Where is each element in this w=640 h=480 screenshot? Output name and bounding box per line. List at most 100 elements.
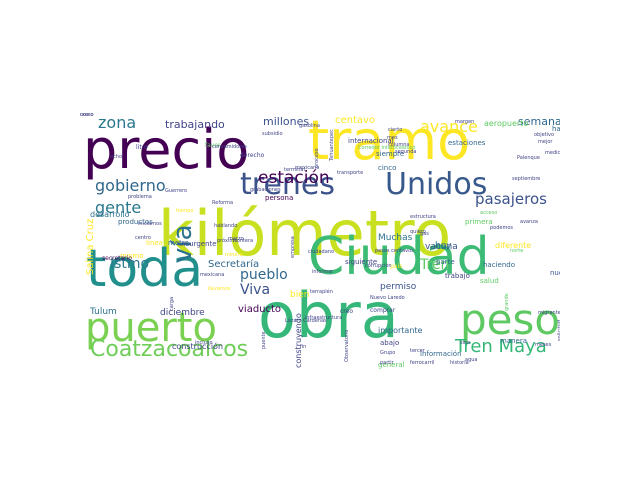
word-cloud-word: litro [136, 144, 148, 151]
word-cloud-word: Lázaro Cárdenas [285, 318, 327, 324]
word-cloud-word: marzo [228, 236, 244, 242]
word-cloud-word: quiero [410, 229, 426, 235]
word-cloud-word: proceso [314, 148, 320, 168]
word-cloud-word: pesos centavos [375, 248, 414, 254]
word-cloud-word: medicina [545, 150, 560, 156]
word-cloud-word: minera [225, 252, 243, 258]
word-cloud-word: ciudadano [308, 249, 335, 255]
word-cloud-word: Observatorio [344, 329, 350, 362]
word-cloud-word: avanza [520, 219, 538, 225]
word-cloud-word: creo [340, 308, 353, 315]
word-cloud-word: puerto [85, 305, 217, 351]
word-cloud-word: centro [135, 235, 151, 241]
word-cloud-word: comprar [370, 307, 396, 314]
word-cloud-word: construcción [172, 342, 224, 351]
word-cloud-word: Istmo [110, 256, 150, 272]
word-cloud-word: vacuna [425, 242, 458, 252]
word-cloud-word: millones [263, 115, 310, 128]
word-cloud-word: toda [86, 239, 204, 299]
word-cloud-word: infraestructura [305, 315, 343, 321]
word-cloud-word: nuevo [550, 269, 560, 277]
word-cloud-word: tiempo [176, 208, 194, 214]
word-cloud-word: pasajeros [475, 190, 547, 208]
word-cloud-word: próximo [217, 238, 238, 244]
word-cloud-word: cinco [378, 164, 397, 172]
word-cloud-word: Nuevo Laredo [370, 295, 405, 301]
word-cloud-word: centavo [335, 115, 376, 126]
word-cloud-word: diferente [495, 241, 532, 250]
word-cloud-word: llevamos [208, 286, 231, 292]
word-cloud-word: importante [378, 326, 423, 335]
word-cloud-word: siempre [376, 150, 405, 158]
word-cloud-word: diciembre [160, 308, 205, 318]
word-cloud-word: norte [510, 248, 524, 254]
word-cloud-word: problema [128, 194, 152, 200]
word-cloud-word: línea [146, 239, 163, 247]
word-cloud-word: acceso [480, 210, 498, 216]
word-cloud-word: derecho [240, 152, 265, 159]
word-cloud-word: permiso [380, 282, 417, 292]
word-cloud-word: septiembre [512, 176, 541, 182]
word-cloud-word: podemos [490, 225, 514, 231]
word-cloud-word: estaciones [448, 139, 486, 147]
word-cloud-word: mexicano [295, 165, 320, 171]
word-cloud-word: metro [168, 239, 189, 247]
word-cloud-word: peso [460, 295, 560, 344]
word-cloud-word: tramo [308, 113, 471, 172]
word-cloud-word: Unidos [385, 167, 488, 202]
word-cloud-word: salud [480, 277, 499, 285]
word-cloud-word: ferrocarril [410, 360, 435, 366]
word-cloud-word: gente [95, 198, 142, 217]
word-cloud-word: grabaciones [250, 187, 281, 193]
word-cloud-word: estructura [410, 214, 436, 220]
word-cloud-word: incluso [195, 340, 213, 346]
word-cloud-word: trenes [240, 167, 335, 202]
word-cloud-word: grande [504, 293, 510, 311]
word-cloud-word: gasolina [299, 123, 320, 129]
word-cloud-word: favor [205, 142, 221, 149]
word-cloud-word: terraplén [310, 289, 333, 295]
word-cloud-word: parte [436, 258, 455, 266]
word-cloud-word: mejor [538, 139, 553, 145]
word-cloud-word: siguiente [345, 258, 378, 266]
word-cloud-word: hoy [435, 241, 452, 251]
word-cloud-word: Guerrero [165, 188, 188, 194]
word-cloud-word: Tren Maya [455, 336, 547, 357]
word-cloud-word: trabajando [165, 118, 225, 131]
word-cloud-word: abajo [380, 339, 400, 347]
word-cloud-word: Reforma [212, 200, 234, 206]
word-cloud-word: internacional [348, 137, 394, 145]
word-cloud-word: Tren [420, 257, 450, 273]
word-cloud-word: estación [258, 168, 330, 188]
word-cloud-word: meses [535, 342, 552, 348]
word-cloud-word: Grupo [380, 350, 396, 356]
word-cloud-word: Ciudad [308, 227, 490, 287]
word-cloud-word: costo [80, 113, 94, 118]
word-cloud-word: carga [169, 296, 175, 311]
word-cloud-word: consumidores [212, 144, 247, 150]
word-cloud-word: zona [98, 113, 137, 132]
word-cloud-word: manera [500, 337, 528, 345]
word-cloud: kilómetro obra precio tramo toda Ciudad puerto… [80, 113, 560, 370]
word-cloud-word: Salina Cruz [85, 218, 96, 275]
word-cloud-word: terminal [284, 167, 305, 173]
word-cloud-word: desarrollo [90, 210, 130, 219]
word-cloud-word: segunda [395, 149, 417, 155]
word-cloud-word: hablando [214, 223, 238, 229]
word-cloud-word: mexicana [200, 272, 225, 278]
word-cloud-word: tercer [410, 348, 425, 354]
word-cloud-word: cierto [388, 127, 403, 133]
word-cloud-word: corrupción [365, 263, 392, 269]
word-cloud-word: información [420, 350, 462, 358]
word-cloud-word: gas [420, 231, 429, 237]
word-cloud-word: avance [420, 117, 478, 136]
word-cloud-word: persona [265, 194, 294, 202]
word-cloud-word: bien [290, 290, 310, 300]
word-cloud-word: frontera [233, 238, 254, 244]
word-cloud-word: kilómetro [158, 197, 452, 270]
word-cloud-word: obra [258, 279, 399, 352]
word-cloud-word: subsidio [262, 131, 283, 137]
word-cloud-word: haciendo [483, 261, 515, 269]
word-cloud-word: mes [387, 135, 398, 141]
